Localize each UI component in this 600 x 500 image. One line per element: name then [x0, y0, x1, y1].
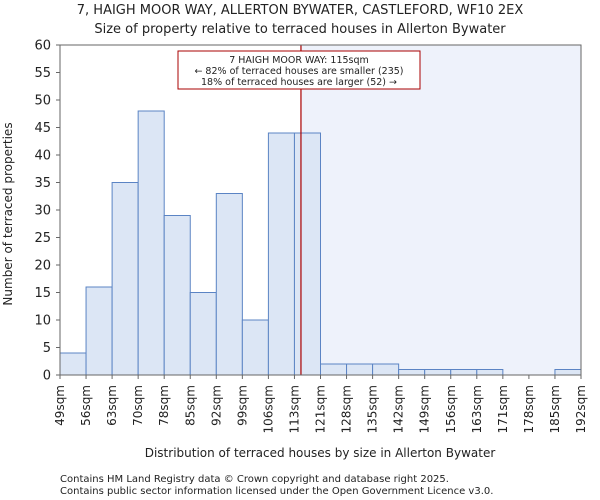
x-axis-label: Distribution of terraced houses by size … [145, 446, 496, 460]
y-tick-label-20: 20 [34, 259, 51, 274]
annotation-frame [177, 50, 421, 90]
x-tick-label-178sqm: 178sqm [522, 385, 536, 433]
annotation-box: 7 HAIGH MOOR WAY: 115sqm ← 82% of terrac… [177, 50, 421, 90]
y-tick-label-35: 35 [34, 176, 51, 191]
bar-99sqm [241, 319, 269, 376]
y-tick-label-10: 10 [34, 314, 51, 329]
x-tick-label-192sqm: 192sqm [574, 385, 588, 433]
y-tick-label-40: 40 [34, 149, 51, 164]
larger-region [300, 45, 581, 375]
y-tick-label-45: 45 [34, 121, 51, 136]
x-tick-label-85sqm: 85sqm [183, 385, 197, 426]
x-tick-label-113sqm: 113sqm [287, 385, 301, 433]
x-tick-label-128sqm: 128sqm [340, 385, 354, 433]
bar-135sqm [372, 363, 400, 376]
chart-title: 7, HAIGH MOOR WAY, ALLERTON BYWATER, CAS… [77, 3, 524, 18]
x-axis-ticks: 49sqm 56sqm 63sqm 70sqm 78sqm 85sqm 92sqm 99sqm… [53, 375, 588, 433]
plot-frame [59, 44, 582, 376]
bar-63sqm [111, 182, 139, 376]
bar-149sqm [424, 369, 452, 376]
annotation-line-3: 18% of terraced houses are larger (52) → [201, 77, 397, 88]
bar-85sqm [189, 292, 217, 376]
y-tick-label-55: 55 [34, 66, 51, 81]
bars [59, 110, 582, 376]
y-tick-label-25: 25 [34, 231, 51, 246]
bar-106sqm [267, 132, 295, 376]
x-tick-label-106sqm: 106sqm [261, 385, 275, 433]
x-tick-label-70sqm: 70sqm [131, 385, 145, 426]
y-axis-ticks: 0 5 10 15 20 25 30 35 40 45 50 55 60 [34, 39, 60, 384]
y-tick-label-30: 30 [34, 204, 51, 219]
bar-121sqm [320, 363, 348, 376]
y-tick-label-0: 0 [43, 369, 51, 384]
x-tick-label-135sqm: 135sqm [366, 385, 380, 433]
bar-142sqm [398, 369, 426, 376]
y-tick-label-50: 50 [34, 94, 51, 109]
x-tick-label-171sqm: 171sqm [496, 385, 510, 433]
x-tick-label-63sqm: 63sqm [105, 385, 119, 426]
y-tick-label-60: 60 [34, 39, 51, 54]
x-tick-label-56sqm: 56sqm [79, 385, 93, 426]
x-tick-label-78sqm: 78sqm [157, 385, 171, 426]
bar-113sqm [293, 132, 322, 376]
y-tick-label-15: 15 [34, 286, 51, 301]
bar-78sqm [163, 215, 191, 376]
annotation-line-2: ← 82% of terraced houses are smaller (23… [194, 66, 403, 77]
x-tick-label-121sqm: 121sqm [314, 385, 328, 433]
bar-70sqm [137, 110, 165, 376]
x-tick-label-142sqm: 142sqm [392, 385, 406, 433]
x-tick-label-99sqm: 99sqm [235, 385, 249, 426]
bar-185sqm [554, 369, 582, 376]
bar-56sqm [85, 286, 113, 376]
bar-49sqm [59, 352, 87, 376]
chart-subtitle: Size of property relative to terraced ho… [94, 22, 506, 37]
bar-128sqm [346, 363, 374, 376]
bar-92sqm [215, 193, 243, 376]
y-tick-label-5: 5 [43, 341, 51, 356]
x-tick-label-163sqm: 163sqm [470, 385, 484, 433]
x-tick-label-156sqm: 156sqm [444, 385, 458, 433]
x-tick-label-149sqm: 149sqm [418, 385, 432, 433]
footer-line-2: Contains public sector information licen… [60, 486, 493, 497]
x-tick-label-185sqm: 185sqm [548, 385, 562, 433]
y-axis-label: Number of terraced properties [1, 122, 15, 305]
x-tick-label-49sqm: 49sqm [53, 385, 67, 426]
annotation-line-1: 7 HAIGH MOOR WAY: 115sqm [229, 55, 369, 66]
x-tick-label-92sqm: 92sqm [209, 385, 223, 426]
bar-156sqm [450, 369, 478, 376]
bar-163sqm [476, 369, 504, 376]
footer-line-1: Contains HM Land Registry data © Crown c… [60, 474, 449, 485]
